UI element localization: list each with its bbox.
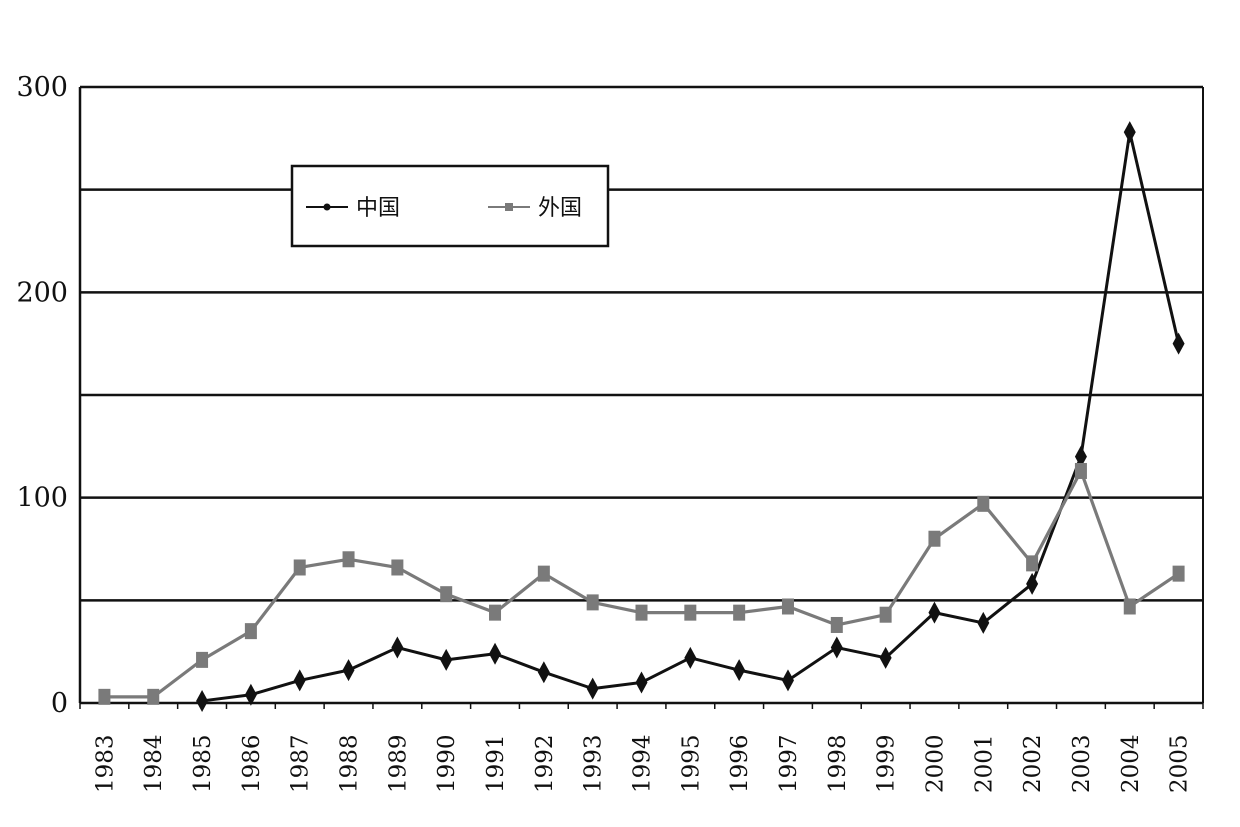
x-tick-label: 1992 (532, 734, 558, 793)
axes (78, 87, 1204, 709)
data-point-china (440, 648, 453, 671)
data-point-foreign (586, 594, 599, 611)
x-tick-label: 1999 (874, 734, 900, 793)
x-tick-label: 1993 (581, 734, 607, 793)
data-point-china (342, 659, 355, 682)
data-point-foreign (244, 623, 257, 640)
data-point-foreign (440, 586, 453, 603)
data-point-foreign (635, 604, 648, 621)
x-tick-label: 2002 (1020, 734, 1046, 793)
y-tick-label: 300 (16, 72, 68, 103)
data-point-china (1026, 572, 1039, 595)
x-tick-label: 1985 (190, 734, 216, 793)
data-point-china (293, 669, 306, 692)
legend-swatch-marker-foreign (505, 203, 513, 211)
x-tick-label: 1983 (92, 734, 118, 793)
x-tick-label: 1988 (337, 734, 363, 793)
series-line-foreign (104, 469, 1180, 699)
x-tick-label: 2000 (922, 734, 948, 793)
data-point-china (879, 646, 892, 669)
x-tick-label: 1986 (239, 734, 265, 793)
legend: 中国 外国 (290, 164, 610, 248)
data-point-china (830, 636, 843, 659)
x-tick-label: 1994 (630, 734, 656, 793)
data-point-china (537, 661, 550, 684)
legend-label-foreign: 外国 (538, 196, 582, 221)
x-tick-label: 1995 (678, 734, 704, 793)
data-point-china (391, 636, 404, 659)
y-tick-labels: 0 100 200 300 (16, 72, 68, 719)
data-point-china (684, 646, 697, 669)
data-point-foreign (879, 606, 892, 623)
data-point-china (977, 611, 990, 634)
data-point-foreign (342, 551, 355, 568)
legend-swatch-marker-china (323, 203, 331, 211)
x-tick-label: 1996 (727, 734, 753, 793)
data-point-foreign (391, 559, 404, 576)
data-point-china (781, 669, 794, 692)
data-point-foreign (98, 688, 111, 705)
y-tick-label: 0 (51, 688, 68, 719)
data-point-china (586, 677, 599, 700)
data-point-foreign (196, 651, 209, 668)
data-point-foreign (977, 495, 990, 512)
data-point-china (1074, 445, 1087, 468)
data-point-foreign (537, 565, 550, 582)
x-tick-label: 2005 (1167, 734, 1193, 793)
y-tick-label: 200 (16, 277, 68, 308)
x-tick-label: 1987 (288, 734, 314, 793)
data-point-foreign (147, 688, 160, 705)
data-point-china (1172, 332, 1185, 355)
data-point-foreign (1074, 462, 1087, 479)
data-point-foreign (830, 616, 843, 633)
data-point-china (1123, 121, 1136, 144)
data-point-foreign (684, 604, 697, 621)
data-point-foreign (928, 530, 941, 547)
data-point-china (928, 601, 941, 624)
gridlines (80, 85, 1203, 602)
data-point-china (196, 689, 209, 712)
x-tick-label: 2003 (1069, 734, 1095, 793)
data-point-foreign (1123, 598, 1136, 615)
data-point-china (244, 683, 257, 706)
data-point-foreign (781, 598, 794, 615)
x-tick-label: 1998 (825, 734, 851, 793)
series (98, 121, 1185, 712)
x-tick-label: 1990 (434, 734, 460, 793)
data-point-china (635, 671, 648, 694)
data-point-foreign (489, 604, 502, 621)
data-point-china (733, 659, 746, 682)
data-point-china (489, 642, 502, 665)
x-tick-label: 1984 (141, 734, 167, 793)
data-point-foreign (1172, 565, 1185, 582)
x-tick-label: 1997 (776, 734, 802, 793)
y-tick-label: 100 (16, 483, 68, 514)
x-tick-label: 1991 (483, 734, 509, 793)
x-tick-label: 2001 (971, 734, 997, 793)
data-point-foreign (733, 604, 746, 621)
x-tick-label: 2004 (1118, 734, 1144, 793)
data-point-foreign (293, 559, 306, 576)
x-tick-label: 1989 (385, 734, 411, 793)
x-tick-labels: 1983 1984 1985 1986 1987 1988 1989 1990 1991 1992… (92, 734, 1192, 793)
data-point-foreign (1026, 555, 1039, 572)
legend-label-china: 中国 (356, 196, 400, 221)
